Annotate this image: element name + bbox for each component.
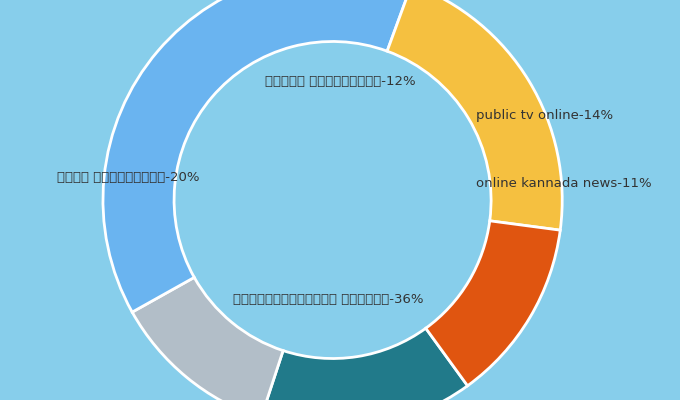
Wedge shape: [387, 0, 562, 230]
Wedge shape: [103, 0, 411, 312]
Text: ಬಾಯಿ ದುರ್ವಾಸನೆ-20%: ಬಾಯಿ ದುರ್ವಾಸನೆ-20%: [56, 171, 199, 184]
Wedge shape: [426, 221, 560, 386]
Wedge shape: [261, 328, 468, 400]
Wedge shape: [132, 277, 283, 400]
Text: public tv online-14%: public tv online-14%: [476, 109, 613, 122]
Text: ಬಾಯಿಯ ದುರ್ವಾಸನೆ-12%: ಬಾಯಿಯ ದುರ್ವಾಸನೆ-12%: [265, 75, 415, 88]
Text: online kannada news-11%: online kannada news-11%: [476, 177, 652, 190]
Text: ನಿದ್ರಾಹೀನತೆಗೆ ಪರಿಹಾರ-36%: ನಿದ್ರಾಹೀನತೆಗೆ ಪರಿಹಾರ-36%: [233, 293, 424, 306]
